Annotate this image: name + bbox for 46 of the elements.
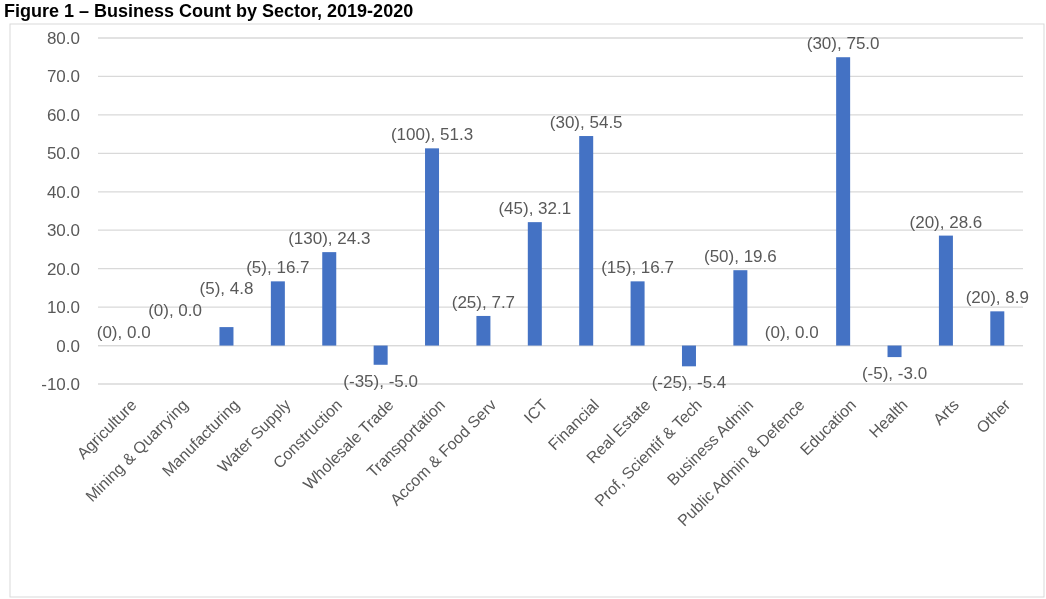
y-tick-label: 80.0 <box>46 28 80 48</box>
data-label: (20), 28.6 <box>909 212 983 232</box>
bar <box>270 281 285 346</box>
x-tick-label: Arts <box>929 396 962 429</box>
y-tick-label: 50.0 <box>46 144 80 164</box>
data-label: (-35), -5.0 <box>343 371 418 391</box>
data-label: (45), 32.1 <box>498 199 572 219</box>
chart-title: Figure 1 – Business Count by Sector, 2019-2020 <box>4 1 414 21</box>
data-label: (15), 16.7 <box>601 258 674 278</box>
y-tick-label: 10.0 <box>46 298 80 318</box>
data-label: (30), 75.0 <box>806 34 880 54</box>
data-label: (-25), -5.4 <box>651 373 727 393</box>
data-label: (30), 54.5 <box>549 113 623 133</box>
bar <box>990 311 1005 346</box>
data-label: (100), 51.3 <box>390 125 474 145</box>
data-label: (5), 4.8 <box>199 278 254 298</box>
bar <box>938 235 953 346</box>
bar <box>373 345 388 365</box>
y-tick-label: 60.0 <box>46 105 80 125</box>
bar <box>630 281 645 346</box>
data-label: (50), 19.6 <box>703 247 777 267</box>
bar <box>733 270 748 346</box>
data-label: (20), 8.9 <box>965 288 1029 308</box>
y-tick-label: 70.0 <box>46 67 80 87</box>
bar <box>527 222 542 346</box>
data-label: (25), 7.7 <box>451 292 516 312</box>
data-label: (0), 0.0 <box>96 322 151 342</box>
bar <box>322 252 337 346</box>
y-tick-label: 40.0 <box>46 182 80 202</box>
y-tick-label: -10.0 <box>41 374 80 394</box>
data-label: (-5), -3.0 <box>861 364 928 384</box>
data-label: (130), 24.3 <box>288 229 371 249</box>
data-label: (5), 16.7 <box>246 258 310 278</box>
bar <box>681 345 696 367</box>
bar <box>887 345 902 358</box>
bar <box>425 148 440 346</box>
bar <box>219 327 234 346</box>
bar <box>476 315 491 346</box>
y-tick-label: 0.0 <box>56 336 80 356</box>
data-label: (0), 0.0 <box>148 300 203 320</box>
bar <box>836 57 851 346</box>
data-label: (0), 0.0 <box>764 322 819 342</box>
x-tick-label: ICT <box>520 395 551 427</box>
y-tick-label: 20.0 <box>46 259 80 279</box>
bar <box>579 136 594 346</box>
y-tick-label: 30.0 <box>46 221 80 241</box>
